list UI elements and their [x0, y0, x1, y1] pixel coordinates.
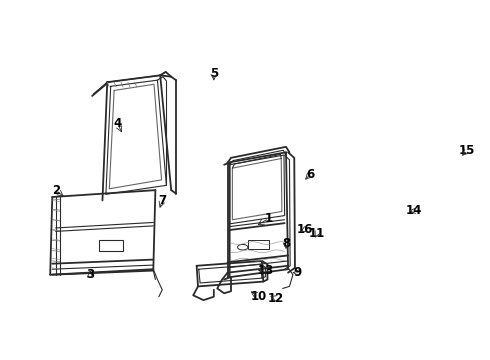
Text: 4: 4 [114, 117, 122, 130]
Text: 7: 7 [158, 194, 166, 207]
Text: 12: 12 [268, 292, 284, 305]
Bar [99, 240, 123, 251]
Text: 16: 16 [297, 223, 314, 236]
Text: 2: 2 [51, 184, 60, 197]
Text: 5: 5 [210, 67, 218, 80]
Bar [248, 240, 269, 249]
Text: 11: 11 [309, 227, 325, 240]
Text: 1: 1 [265, 212, 273, 225]
Ellipse shape [238, 244, 248, 250]
Text: 10: 10 [250, 290, 267, 303]
Text: 14: 14 [406, 204, 422, 217]
Text: 6: 6 [306, 168, 314, 181]
Text: 9: 9 [294, 266, 302, 279]
Text: 13: 13 [257, 264, 273, 277]
Text: 3: 3 [86, 268, 94, 281]
Text: 8: 8 [282, 237, 290, 249]
Text: 15: 15 [459, 144, 475, 157]
